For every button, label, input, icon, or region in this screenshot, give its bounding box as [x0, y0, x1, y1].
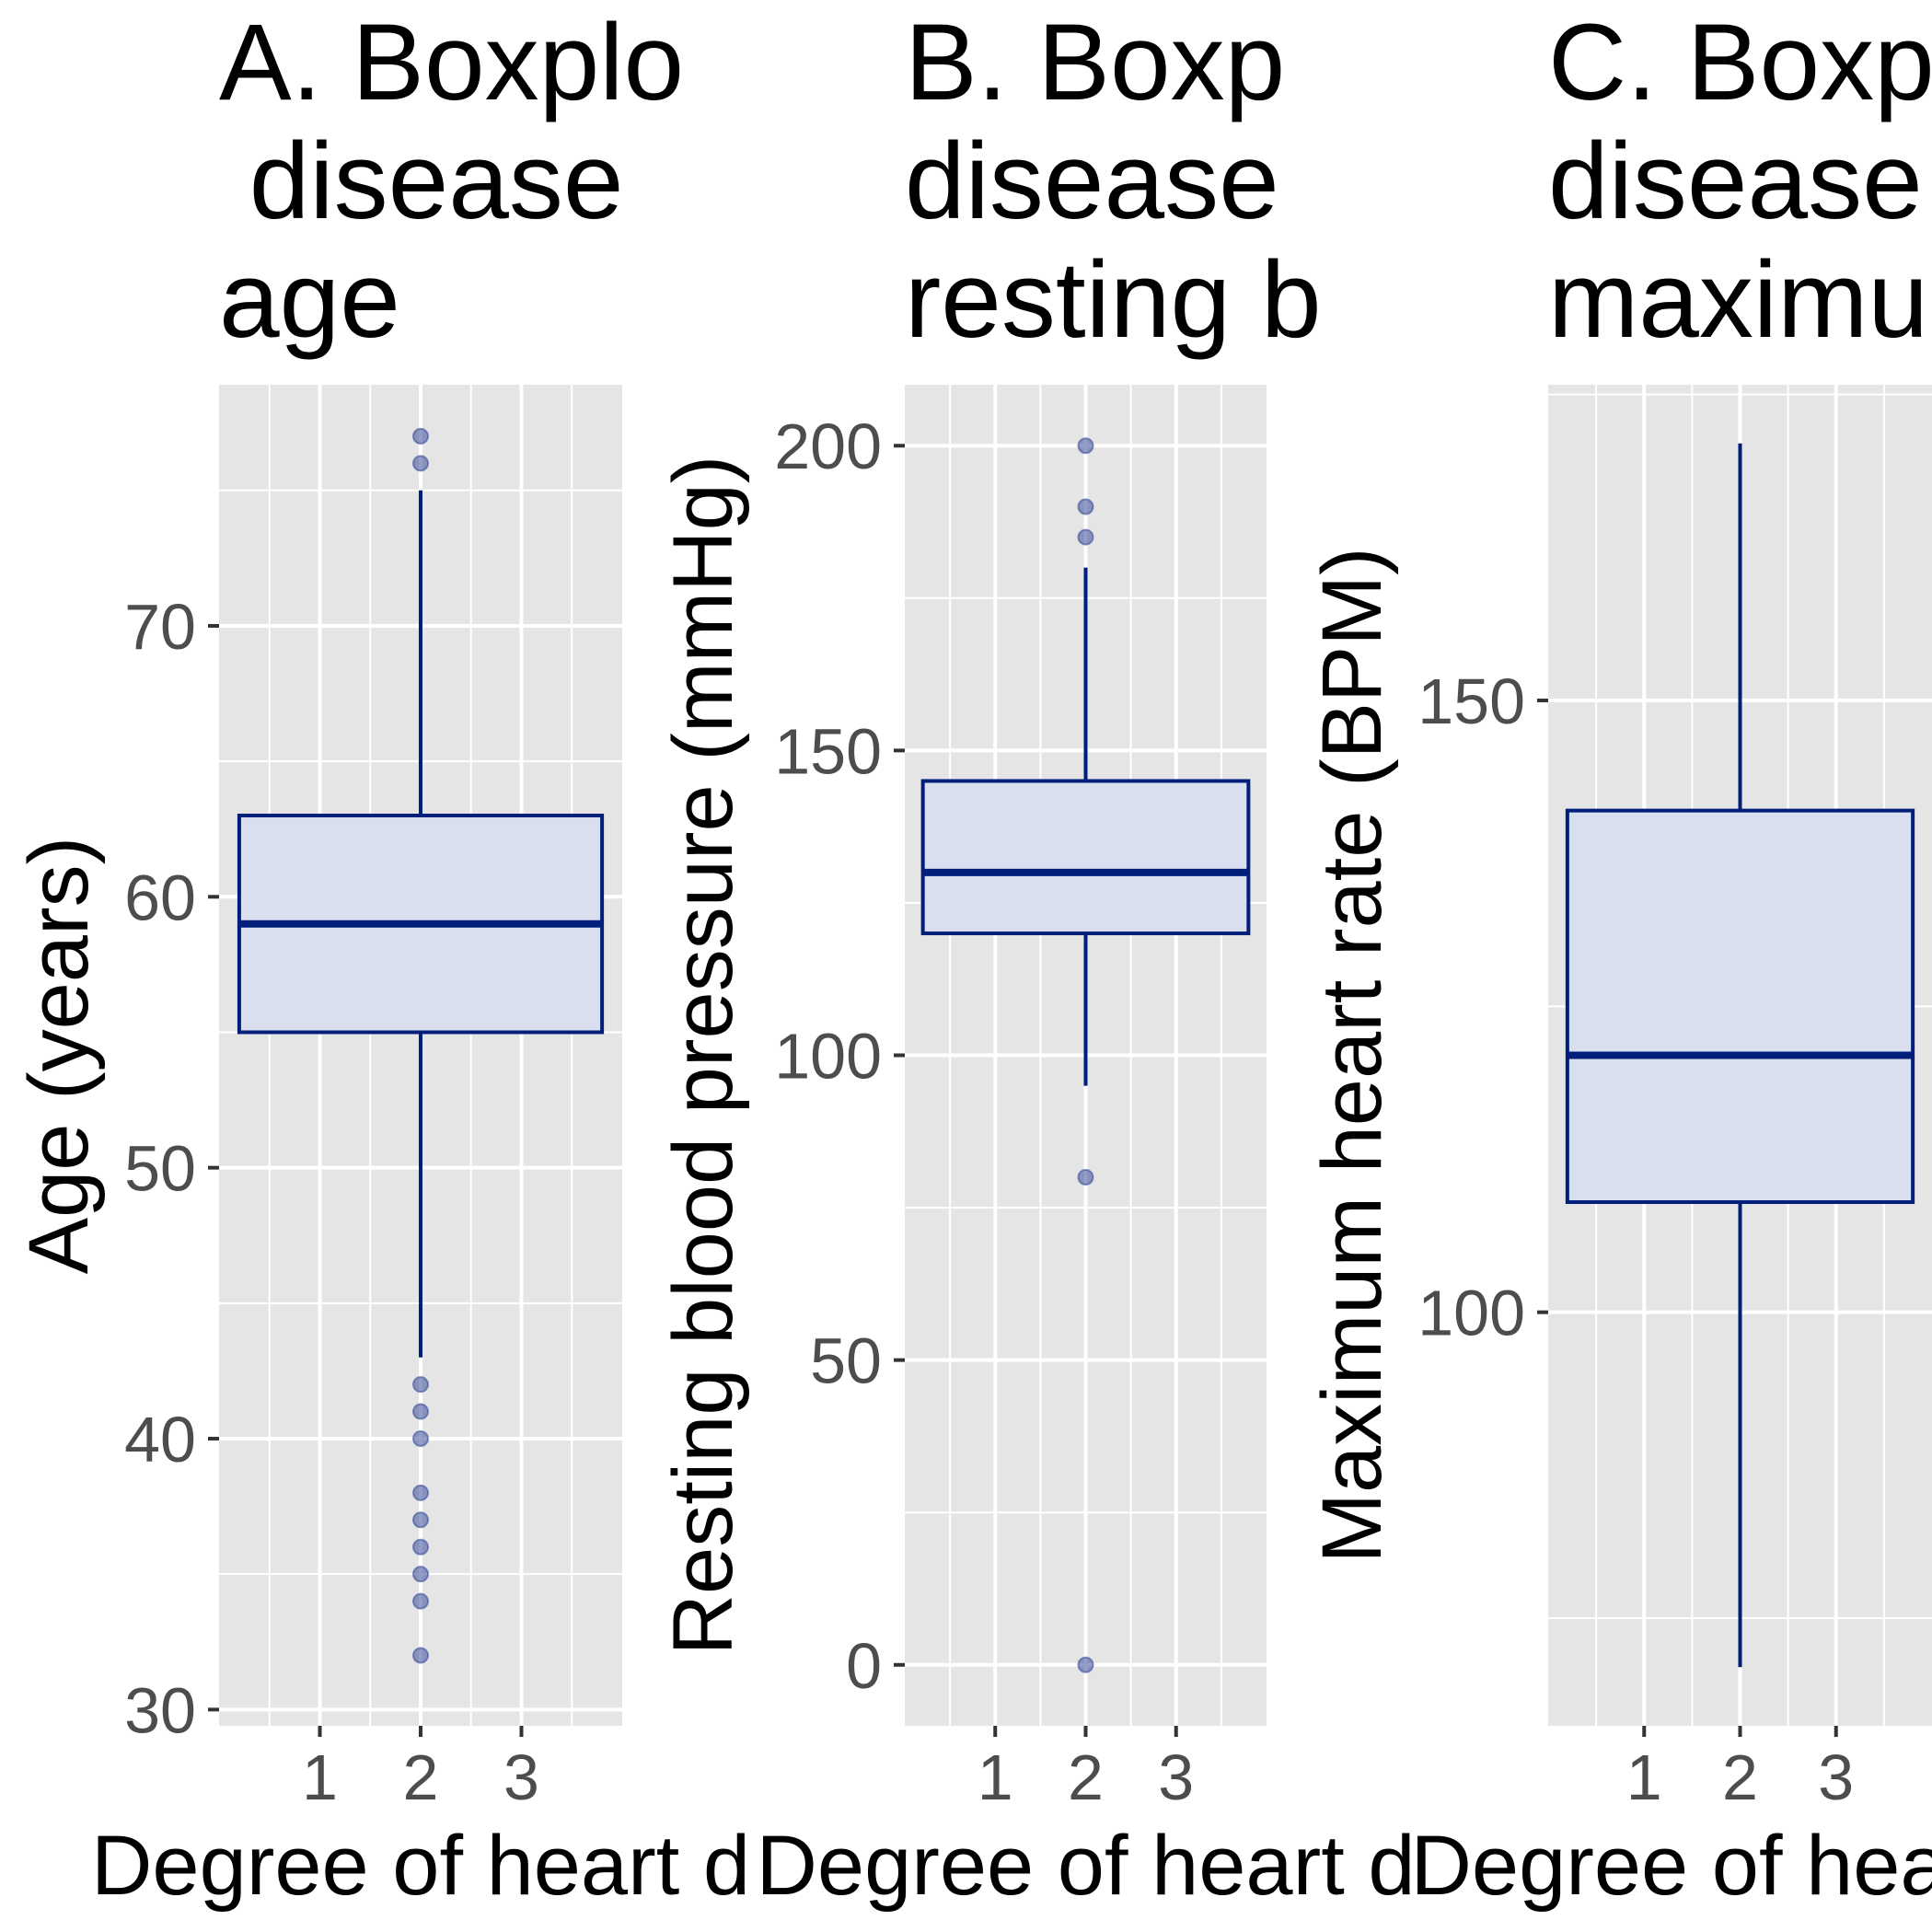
panel-title-line: disease — [1548, 121, 1923, 242]
panel-title-line: B. Boxp — [905, 2, 1285, 123]
panel-title-line: disease — [219, 121, 624, 242]
panel-title-line: maximu — [1548, 239, 1928, 361]
outlier-point — [412, 1403, 429, 1420]
x-tick-label: 2 — [1722, 1741, 1758, 1813]
outlier-point — [1077, 498, 1094, 515]
x-tick-label: 1 — [978, 1741, 1013, 1813]
x-axis-label: Degree of heart d — [91, 1819, 750, 1913]
x-axis-label: Degree of heart d — [1410, 1819, 1932, 1913]
y-axis-label: Age (years) — [12, 837, 106, 1275]
y-tick-label: 50 — [124, 1133, 196, 1205]
y-tick-label: 150 — [1417, 665, 1525, 737]
panel-title-line: age — [219, 239, 400, 361]
y-axis-label: Maximum heart rate (BPM) — [1305, 547, 1399, 1563]
y-tick-label: 40 — [124, 1404, 196, 1475]
y-tick-label: 70 — [124, 591, 196, 663]
outlier-point — [412, 1647, 429, 1664]
x-tick-label: 3 — [503, 1741, 539, 1813]
y-tick-label: 30 — [124, 1674, 196, 1746]
x-tick-label: 3 — [1158, 1741, 1194, 1813]
y-axis-label: Resting blood pressure (mmHg) — [656, 456, 750, 1656]
y-tick-label: 100 — [1417, 1278, 1525, 1349]
panel-title-line: C. Boxp — [1548, 2, 1932, 123]
outlier-point — [412, 1592, 429, 1610]
panel-title-line: A. Boxplo — [219, 2, 684, 123]
outlier-point — [1077, 528, 1094, 546]
y-tick-label: 50 — [810, 1325, 882, 1397]
outlier-point — [412, 1429, 429, 1447]
x-tick-label: 2 — [1068, 1741, 1104, 1813]
x-tick-label: 1 — [302, 1741, 338, 1813]
outlier-point — [1077, 1168, 1094, 1186]
outlier-point — [412, 1538, 429, 1556]
outlier-point — [412, 455, 429, 472]
y-tick-label: 200 — [774, 411, 882, 482]
outlier-point — [1077, 437, 1094, 455]
x-tick-label: 3 — [1818, 1741, 1854, 1813]
outlier-point — [412, 1566, 429, 1583]
x-tick-label: 1 — [1626, 1741, 1662, 1813]
box-iqr — [920, 779, 1251, 936]
x-tick-label: 2 — [403, 1741, 439, 1813]
box-iqr — [1565, 808, 1915, 1205]
y-tick-label: 0 — [846, 1630, 882, 1702]
panel-title-line: disease — [905, 121, 1279, 242]
outlier-point — [1077, 1656, 1094, 1673]
panel-title-line: resting b — [905, 239, 1322, 361]
x-axis-label: Degree of heart d — [756, 1819, 1415, 1913]
outlier-point — [412, 1376, 429, 1394]
y-tick-label: 100 — [774, 1021, 882, 1093]
outlier-point — [412, 1484, 429, 1501]
outlier-point — [412, 427, 429, 445]
y-tick-label: 150 — [774, 715, 882, 787]
outlier-point — [412, 1511, 429, 1529]
y-tick-label: 60 — [124, 862, 196, 933]
